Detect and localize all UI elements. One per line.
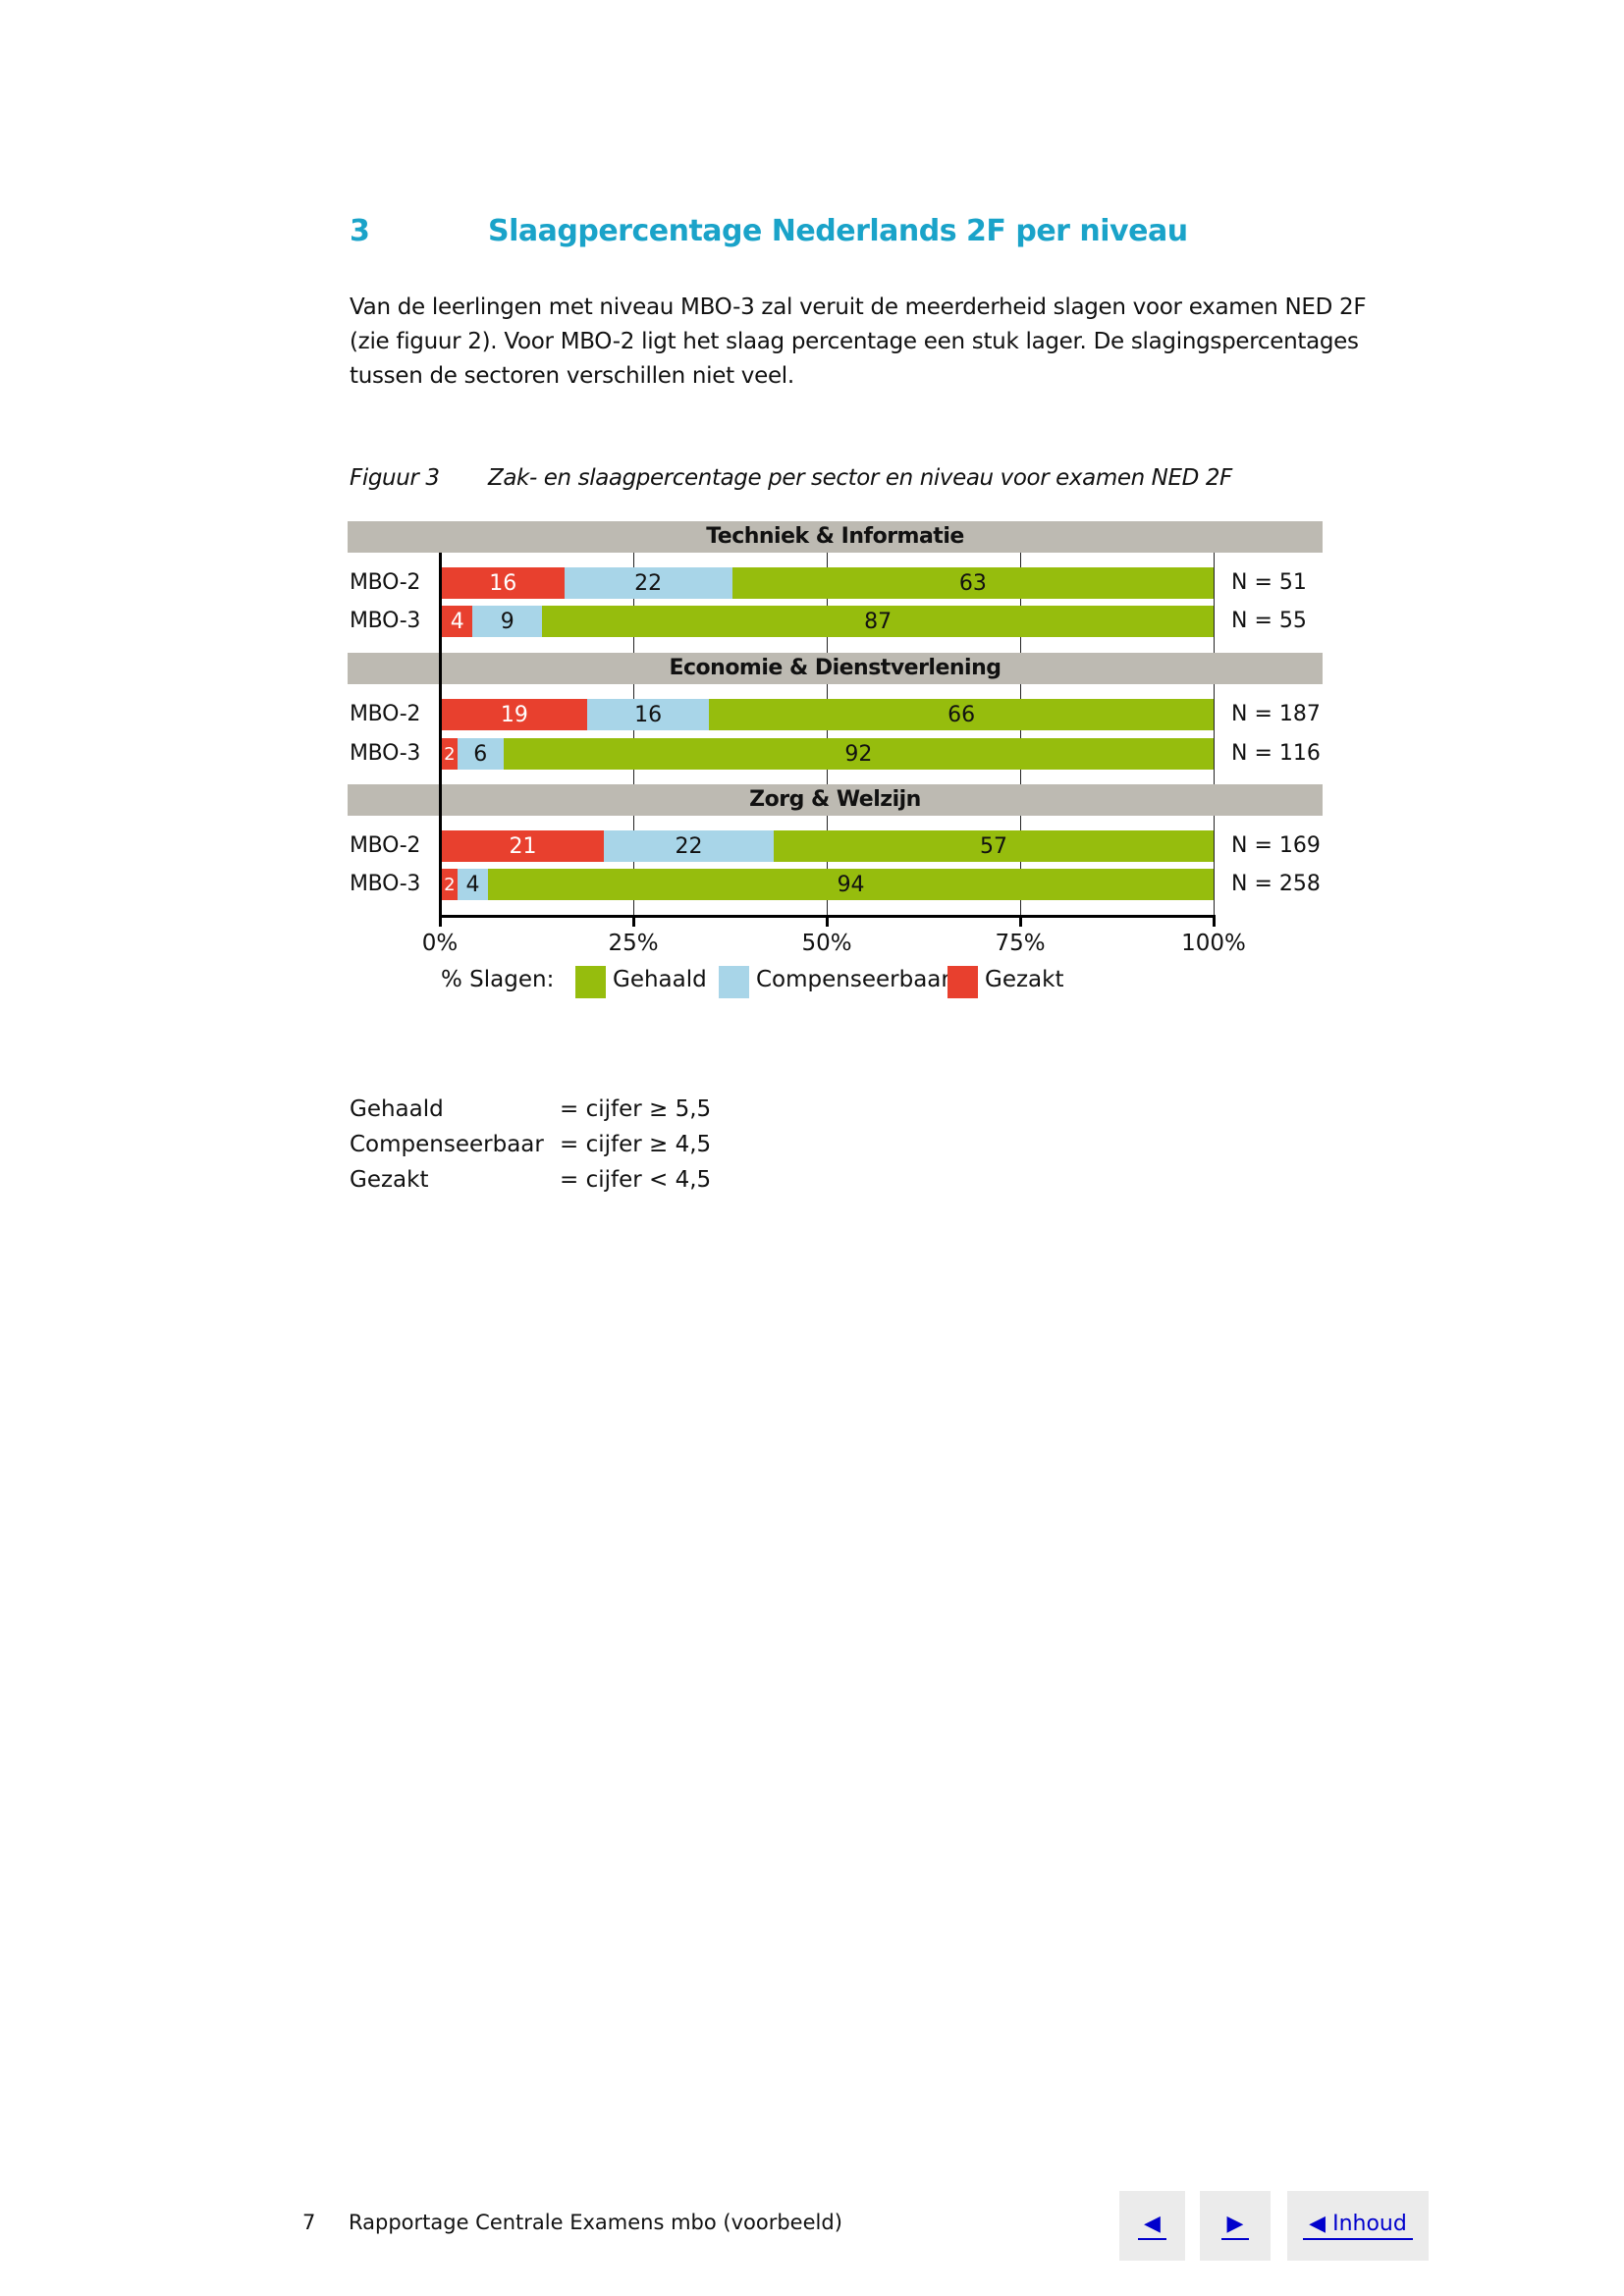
x-tick bbox=[826, 915, 829, 927]
row-label: MBO-3 bbox=[350, 609, 421, 633]
previous-page-button[interactable]: ◀ bbox=[1119, 2191, 1185, 2261]
segment-gezakt: 2 bbox=[442, 738, 458, 770]
definition-term: Gehaald bbox=[350, 1096, 444, 1122]
y-axis-line bbox=[439, 553, 442, 926]
paragraph-line: Van de leerlingen met niveau MBO-3 zal v… bbox=[350, 294, 1367, 320]
legend-title: % Slagen: bbox=[441, 967, 555, 992]
paragraph-line: tussen de sectoren verschillen niet veel… bbox=[350, 363, 794, 389]
gridline-50 bbox=[827, 553, 828, 916]
figure-label: Figuur 3 bbox=[350, 465, 440, 491]
n-count: N = 187 bbox=[1231, 702, 1321, 726]
row-label: MBO-3 bbox=[350, 872, 421, 896]
legend-swatch-gezakt bbox=[947, 966, 978, 998]
page-number: 7 bbox=[302, 2211, 316, 2234]
n-count: N = 51 bbox=[1231, 570, 1307, 595]
segment-gehaald: 87 bbox=[542, 606, 1214, 637]
x-tick bbox=[632, 915, 635, 927]
definition-term: Compenseerbaar bbox=[350, 1132, 544, 1157]
segment-gezakt: 16 bbox=[442, 567, 565, 599]
segment-compenseerbaar: 6 bbox=[457, 738, 504, 770]
segment-compenseerbaar: 16 bbox=[586, 699, 710, 730]
segment-compenseerbaar: 22 bbox=[564, 567, 732, 599]
segment-compenseerbaar: 22 bbox=[604, 830, 774, 862]
section-number: 3 bbox=[350, 214, 370, 248]
section-title: Slaagpercentage Nederlands 2F per niveau bbox=[488, 214, 1188, 248]
x-tick-label: 25% bbox=[608, 931, 659, 956]
bar-economie-mbo2: 19 16 66 bbox=[442, 699, 1214, 730]
next-page-button[interactable]: ▶ bbox=[1200, 2191, 1271, 2261]
intro-paragraph: Van de leerlingen met niveau MBO-3 zal v… bbox=[350, 291, 1430, 394]
row-label: MBO-3 bbox=[350, 741, 421, 766]
segment-gezakt: 4 bbox=[442, 606, 473, 637]
next-arrow-icon: ▶ bbox=[1220, 2212, 1250, 2240]
segment-compenseerbaar: 4 bbox=[457, 869, 489, 900]
gridline-100 bbox=[1214, 553, 1215, 916]
segment-gehaald: 57 bbox=[773, 830, 1214, 862]
legend-swatch-gehaald bbox=[575, 966, 606, 998]
paragraph-line: (zie figuur 2). Voor MBO-2 ligt het slaa… bbox=[350, 329, 1359, 354]
x-tick-label: 50% bbox=[801, 931, 852, 956]
row-label: MBO-2 bbox=[350, 570, 421, 595]
definition-row: Gezakt = cijfer < 4,5 bbox=[350, 1162, 711, 1198]
segment-gezakt: 2 bbox=[442, 869, 458, 900]
segment-gezakt: 19 bbox=[442, 699, 587, 730]
n-count: N = 55 bbox=[1231, 609, 1307, 633]
segment-gehaald: 92 bbox=[503, 738, 1214, 770]
segment-gehaald: 94 bbox=[488, 869, 1214, 900]
document-title: Rapportage Centrale Examens mbo (voorbee… bbox=[349, 2211, 842, 2234]
x-tick-label: 0% bbox=[421, 931, 459, 956]
n-count: N = 116 bbox=[1231, 741, 1321, 766]
sector-header-techniek: Techniek & Informatie bbox=[348, 521, 1323, 553]
x-tick-label: 100% bbox=[1181, 931, 1246, 956]
bar-techniek-mbo3: 4 9 87 bbox=[442, 606, 1214, 637]
row-label: MBO-2 bbox=[350, 833, 421, 858]
definition-value: = cijfer ≥ 5,5 bbox=[560, 1096, 712, 1122]
previous-arrow-icon: ◀ bbox=[1138, 2212, 1166, 2240]
definition-term: Gezakt bbox=[350, 1167, 429, 1193]
bar-zorg-mbo3: 2 4 94 bbox=[442, 869, 1214, 900]
row-label: MBO-2 bbox=[350, 702, 421, 726]
x-tick bbox=[1213, 915, 1216, 927]
segment-gezakt: 21 bbox=[442, 830, 605, 862]
x-tick bbox=[1019, 915, 1022, 927]
bar-economie-mbo3: 2 6 92 bbox=[442, 738, 1214, 770]
table-of-contents-button[interactable]: ◀ Inhoud bbox=[1287, 2191, 1429, 2261]
segment-compenseerbaar: 9 bbox=[472, 606, 543, 637]
gridline-25 bbox=[633, 553, 634, 916]
definition-value: = cijfer ≥ 4,5 bbox=[560, 1132, 712, 1157]
sector-header-zorg: Zorg & Welzijn bbox=[348, 784, 1323, 816]
x-tick-label: 75% bbox=[995, 931, 1046, 956]
sector-header-economie: Economie & Dienstverlening bbox=[348, 653, 1323, 684]
grade-definitions: Gehaald = cijfer ≥ 5,5 Compenseerbaar = … bbox=[350, 1092, 711, 1198]
definition-row: Gehaald = cijfer ≥ 5,5 bbox=[350, 1092, 711, 1127]
n-count: N = 258 bbox=[1231, 872, 1321, 896]
legend-label-compenseerbaar: Compenseerbaar bbox=[756, 967, 950, 992]
segment-gehaald: 66 bbox=[709, 699, 1214, 730]
legend-swatch-compenseerbaar bbox=[719, 966, 749, 998]
definition-row: Compenseerbaar = cijfer ≥ 4,5 bbox=[350, 1127, 711, 1162]
bar-zorg-mbo2: 21 22 57 bbox=[442, 830, 1214, 862]
definition-value: = cijfer < 4,5 bbox=[560, 1167, 712, 1193]
x-tick bbox=[439, 915, 442, 927]
legend-label-gehaald: Gehaald bbox=[613, 967, 707, 992]
toc-link-label: ◀ Inhoud bbox=[1303, 2212, 1413, 2240]
bar-techniek-mbo2: 16 22 63 bbox=[442, 567, 1214, 599]
legend-label-gezakt: Gezakt bbox=[985, 967, 1064, 992]
n-count: N = 169 bbox=[1231, 833, 1321, 858]
figure-caption: Zak- en slaagpercentage per sector en ni… bbox=[488, 465, 1232, 491]
gridline-75 bbox=[1020, 553, 1021, 916]
segment-gehaald: 63 bbox=[731, 567, 1214, 599]
